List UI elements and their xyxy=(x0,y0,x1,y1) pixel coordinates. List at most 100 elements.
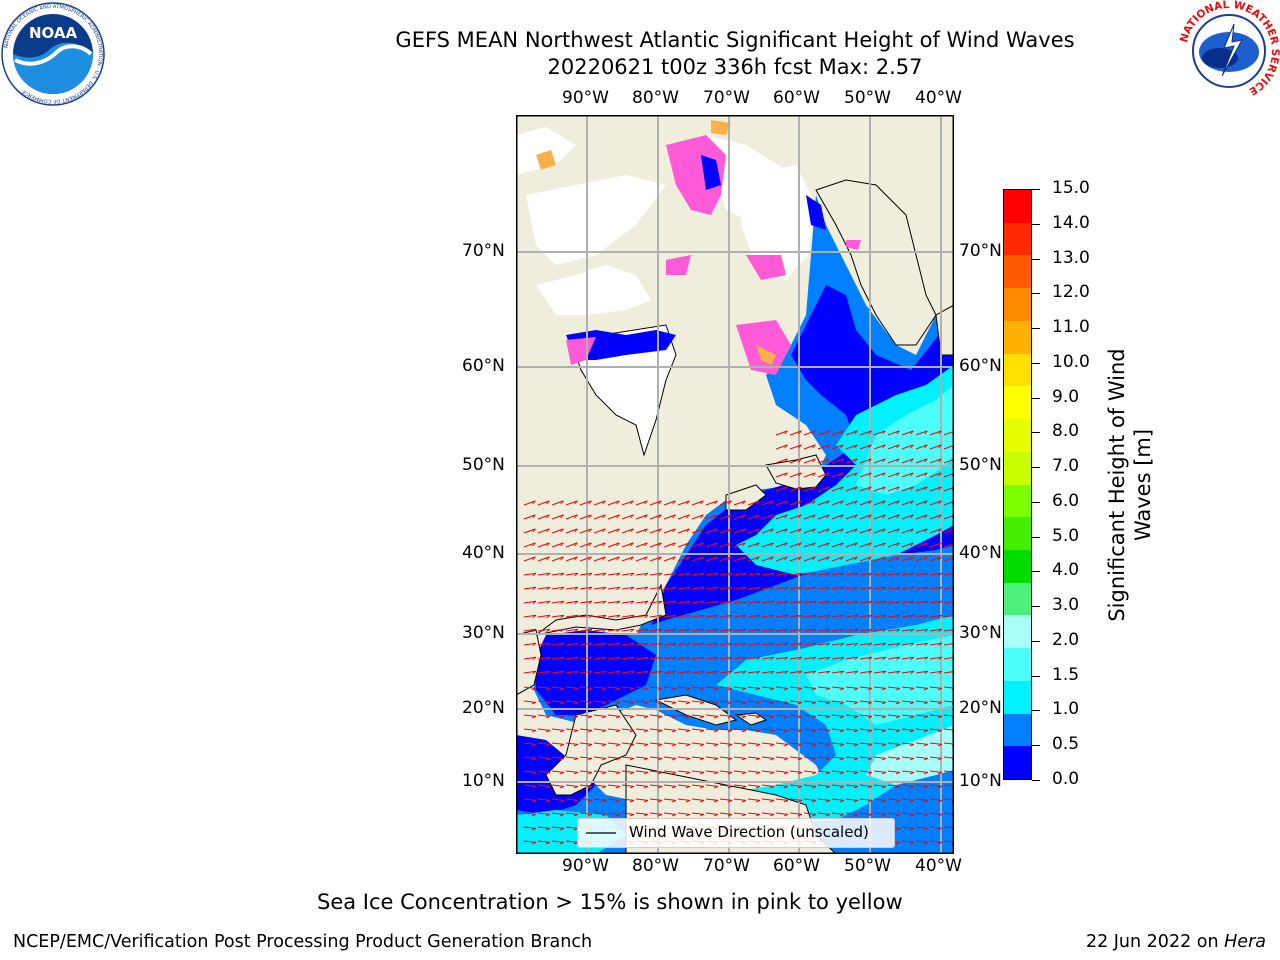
wind-wave-arrow xyxy=(747,770,760,773)
wind-wave-arrow xyxy=(593,756,606,759)
wind-wave-arrow-head xyxy=(588,757,593,761)
wind-wave-arrow xyxy=(761,528,774,534)
wind-wave-arrow-head xyxy=(770,743,775,747)
footer-host: Hera xyxy=(1224,932,1266,952)
wind-wave-arrow xyxy=(831,458,844,464)
wind-wave-arrow-head xyxy=(588,670,593,674)
wind-wave-arrow xyxy=(691,628,704,632)
sea-ice xyxy=(756,345,776,365)
wind-wave-arrow xyxy=(831,798,844,801)
wind-wave-arrow xyxy=(831,472,844,478)
wind-wave-arrow xyxy=(621,500,634,506)
wind-wave-arrow-head xyxy=(532,771,537,775)
wind-wave-arrow-head xyxy=(532,642,537,646)
wind-wave-arrow xyxy=(817,572,830,576)
wind-wave-arrow-head xyxy=(854,430,858,435)
wind-wave-arrow-head xyxy=(812,472,816,477)
wind-wave-arrow xyxy=(677,784,690,787)
wind-wave-arrow-head xyxy=(868,701,873,705)
wind-wave-arrow xyxy=(901,812,914,815)
wind-wave-arrow-head xyxy=(896,687,901,691)
wind-wave-arrow-head xyxy=(700,628,705,632)
wind-wave-arrow xyxy=(789,812,802,815)
wind-wave-arrow-head xyxy=(784,642,789,646)
lon-label: 50°W xyxy=(844,856,891,876)
legend-label: Wind Wave Direction (unscaled) xyxy=(629,823,869,841)
wind-wave-arrow-head xyxy=(546,813,551,817)
wind-wave-arrow xyxy=(565,840,578,843)
wind-wave-arrow xyxy=(747,656,760,660)
wind-wave-arrow xyxy=(873,770,886,773)
wind-wave-arrow xyxy=(873,500,886,506)
wind-wave-arrow-head xyxy=(714,785,719,789)
wind-wave-arrow-head xyxy=(616,757,621,761)
wind-wave-arrow xyxy=(915,770,928,773)
wind-wave-arrow xyxy=(915,686,928,689)
wind-wave-arrow xyxy=(593,770,606,773)
wind-wave-arrow-head xyxy=(826,514,830,519)
wind-wave-arrow xyxy=(831,628,844,632)
wind-wave-arrow xyxy=(901,714,914,717)
wind-wave-arrow-head xyxy=(770,656,775,660)
wind-wave-arrow-head xyxy=(784,444,788,449)
wind-wave-arrow-head xyxy=(728,715,733,719)
wind-wave-arrow xyxy=(761,700,774,703)
wind-wave-arrow xyxy=(537,614,550,618)
wind-wave-arrow xyxy=(705,642,718,646)
wind-wave-arrow xyxy=(789,542,802,548)
wind-wave-arrow xyxy=(691,586,704,590)
wind-wave-arrow xyxy=(677,756,690,759)
wind-wave-arrow-head xyxy=(686,572,691,577)
wind-wave-arrow-head xyxy=(896,472,900,477)
wind-wave-arrow xyxy=(803,700,816,703)
wind-wave-arrow-head xyxy=(644,586,649,591)
wind-wave-arrow xyxy=(565,742,578,745)
wind-wave-arrow xyxy=(705,756,718,759)
wind-wave-arrow xyxy=(859,528,872,534)
wind-wave-arrow-head xyxy=(686,670,691,674)
lon-label: 80°W xyxy=(632,856,679,876)
wind-wave-arrow-head xyxy=(728,642,733,646)
colorbar-swatch xyxy=(1004,746,1031,780)
colorbar-tick-label: 2.0 xyxy=(1052,629,1080,650)
wind-wave-arrow xyxy=(915,458,928,464)
wind-wave-arrow-head xyxy=(938,486,942,491)
wind-wave-arrow xyxy=(817,742,830,745)
wind-wave-arrow xyxy=(733,812,746,815)
wind-wave-arrow xyxy=(817,600,830,604)
wind-wave-arrow xyxy=(845,614,858,618)
wind-wave-arrow xyxy=(901,784,914,787)
wind-wave-arrow xyxy=(929,686,942,689)
wind-wave-arrow xyxy=(579,600,592,604)
wind-wave-arrow xyxy=(579,742,592,745)
wind-wave-arrow xyxy=(593,700,606,703)
wind-wave-arrow-head xyxy=(602,614,607,619)
wind-wave-arrow-head xyxy=(784,614,789,619)
wind-wave-arrow xyxy=(649,700,662,703)
wind-wave-arrow xyxy=(593,670,606,674)
wind-wave-arrow xyxy=(887,686,900,689)
wind-wave-arrow xyxy=(859,458,872,464)
wind-wave-arrow-head xyxy=(868,687,873,691)
wind-wave-arrow xyxy=(845,458,858,464)
wind-wave-arrow xyxy=(565,556,578,562)
wind-wave-arrow-head xyxy=(868,500,872,505)
wind-wave-arrow xyxy=(747,542,760,548)
wind-wave-arrow-head xyxy=(784,472,788,477)
wind-wave-arrow-head xyxy=(574,500,578,505)
wind-wave-arrow xyxy=(831,444,844,450)
wind-wave-arrow-head xyxy=(728,556,732,561)
wind-wave-arrow-head xyxy=(560,687,565,691)
wind-wave-arrow xyxy=(649,514,662,520)
wind-wave-arrow xyxy=(803,614,816,618)
wind-wave-arrow-head xyxy=(854,771,859,775)
wind-wave-arrow-head xyxy=(798,444,802,449)
wind-wave-arrow-head xyxy=(532,586,537,591)
wind-wave-arrow-head xyxy=(910,600,915,605)
wind-wave-arrow-head xyxy=(938,715,943,719)
wind-wave-arrow xyxy=(621,600,634,604)
wind-wave-arrow-head xyxy=(826,528,830,533)
wind-wave-arrow-head xyxy=(770,572,775,577)
colorbar-swatch xyxy=(1004,517,1031,551)
wind-wave-arrow-head xyxy=(854,528,858,533)
